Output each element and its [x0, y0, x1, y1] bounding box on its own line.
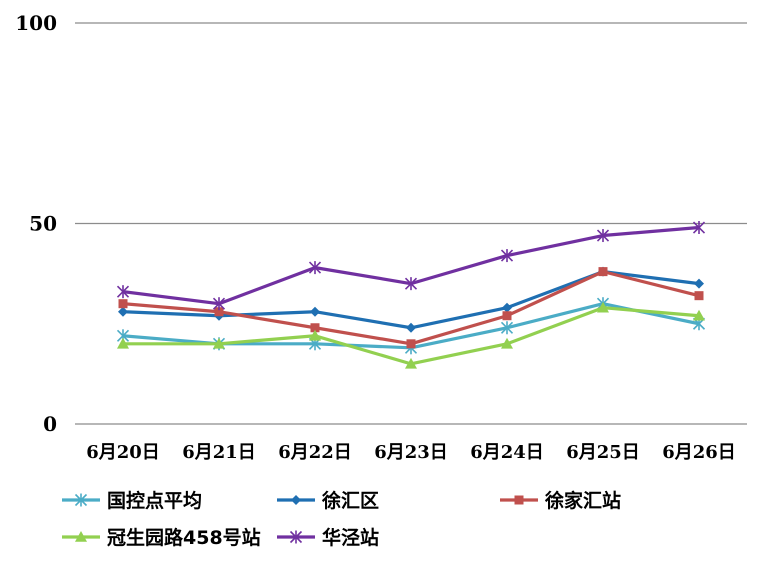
data-point: [214, 307, 224, 317]
data-point: [502, 302, 512, 313]
data-point: [310, 323, 320, 333]
data-point: [310, 306, 320, 317]
data-point: [694, 291, 704, 301]
series-line: [122, 225, 700, 306]
data-point: [212, 297, 226, 311]
series-3: [118, 267, 704, 349]
y-tick-label: 0: [43, 412, 57, 436]
data-point: [693, 309, 705, 321]
legend-label: 徐家汇站: [544, 489, 621, 512]
legend-item: 华泾站: [277, 526, 379, 549]
legend-marker: [75, 531, 87, 542]
data-point: [694, 278, 704, 289]
data-point: [596, 229, 610, 243]
legend-label: 国控点平均: [107, 489, 202, 512]
data-point: [598, 267, 608, 277]
legend-label: 徐汇区: [321, 489, 379, 512]
x-tick-label: 6月24日: [470, 442, 544, 463]
data-point: [118, 299, 128, 309]
legend-label: 冠生园路458号站: [107, 526, 261, 549]
data-point: [213, 337, 225, 349]
data-point: [597, 301, 609, 313]
legend-marker: [74, 493, 88, 507]
legend-marker: [291, 495, 301, 505]
data-point: [118, 306, 128, 317]
data-point: [117, 337, 129, 349]
series-4: [117, 301, 705, 369]
x-tick-label: 6月22日: [278, 442, 352, 463]
x-tick-label: 6月26日: [662, 442, 736, 463]
legend-item: 徐汇区: [277, 489, 379, 512]
data-point: [404, 277, 418, 291]
legend-marker: [289, 530, 303, 544]
series-lines: [116, 221, 706, 369]
x-axis-ticks: 6月20日 6月21日 6月22日 6月23日 6月24日 6月25日 6月26日: [86, 442, 736, 463]
gridlines: [75, 22, 747, 425]
x-tick-label: 6月23日: [374, 442, 448, 463]
data-point: [502, 311, 512, 321]
data-point: [692, 221, 706, 235]
y-tick-label: 50: [29, 212, 57, 236]
data-point: [406, 339, 416, 349]
data-point: [308, 261, 322, 275]
data-point: [500, 249, 514, 263]
x-tick-label: 6月25日: [566, 442, 640, 463]
data-point: [500, 321, 514, 335]
data-point: [501, 337, 513, 349]
legend-label: 华泾站: [322, 526, 379, 549]
series-5: [116, 221, 706, 311]
data-point: [405, 357, 417, 369]
x-tick-label: 6月21日: [182, 442, 256, 463]
y-axis-ticks: 0 50 100: [15, 11, 57, 436]
y-tick-label: 100: [15, 11, 57, 35]
legend-item: 徐家汇站: [500, 489, 621, 512]
legend-item: 国控点平均: [62, 489, 202, 512]
data-point: [116, 285, 130, 299]
data-point: [309, 329, 321, 341]
data-point: [406, 322, 416, 333]
legend-marker: [514, 495, 524, 505]
x-tick-label: 6月20日: [86, 442, 160, 463]
legend-item: 冠生园路458号站: [62, 526, 261, 549]
